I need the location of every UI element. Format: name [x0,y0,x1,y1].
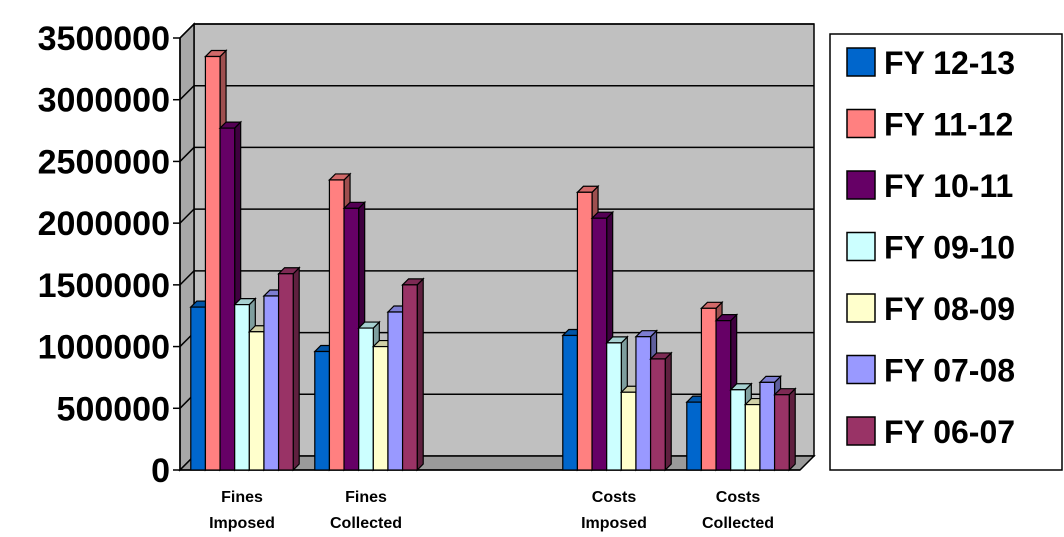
legend-swatch [846,170,876,200]
y-tick-label: 1500000 [38,267,170,305]
x-tick-label: Costs [716,489,761,506]
y-tick-label: 1000000 [38,329,170,367]
legend-item: FY 12-13 [846,45,1015,81]
legend-label: FY 09-10 [884,230,1015,266]
legend-label: FY 08-09 [884,291,1015,327]
x-axis-labels: Fines Imposed Fines Collected Costs Imposed Co… [209,489,774,532]
legend-item: FY 11-12 [846,107,1013,143]
x-tick-label: Costs [592,489,637,506]
y-tick-label: 2000000 [38,205,170,243]
y-axis-ticks: 0 500000 1000000 1500000 2000000 2500000 30000… [38,20,170,490]
legend-item: FY 07-08 [846,353,1015,389]
legend-swatch [846,416,876,446]
x-tick-label: Imposed [209,515,275,532]
legend-label: FY 06-07 [884,414,1015,450]
x-tick-label: Fines [221,489,263,506]
bar [649,351,673,472]
x-tick-label: Collected [330,515,402,532]
y-tick-label: 2500000 [38,143,170,181]
y-tick-label: 3000000 [38,82,170,120]
legend-item: FY 10-11 [846,168,1013,204]
gridline [179,23,814,39]
legend: FY 12-13 FY 11-12 FY 10-11 FY 09-10 FY 08-09… [829,33,1063,471]
legend-swatch [846,108,876,139]
legend-swatch [846,354,876,385]
legend-label: FY 07-08 [884,353,1015,389]
legend-swatch [846,231,876,262]
x-tick-label: Collected [702,515,774,532]
bar [277,266,301,472]
legend-swatch [846,293,876,323]
legend-label: FY 10-11 [884,168,1013,204]
bar [401,277,425,472]
gridline [179,208,814,224]
x-tick-label: Imposed [581,515,647,532]
y-tick-label: 3500000 [38,20,170,58]
gridline [179,84,814,101]
bar [773,387,797,472]
legend-swatch [846,47,876,77]
legend-item: FY 08-09 [846,291,1015,327]
y-tick-label: 0 [151,452,170,490]
x-tick-label: Fines [345,489,387,506]
legend-item: FY 09-10 [846,230,1015,266]
gridline [179,146,814,162]
legend-label: FY 11-12 [884,107,1013,143]
y-tick-label: 500000 [57,390,170,428]
legend-item: FY 06-07 [846,414,1015,450]
bars [189,49,797,472]
legend-label: FY 12-13 [884,45,1015,81]
